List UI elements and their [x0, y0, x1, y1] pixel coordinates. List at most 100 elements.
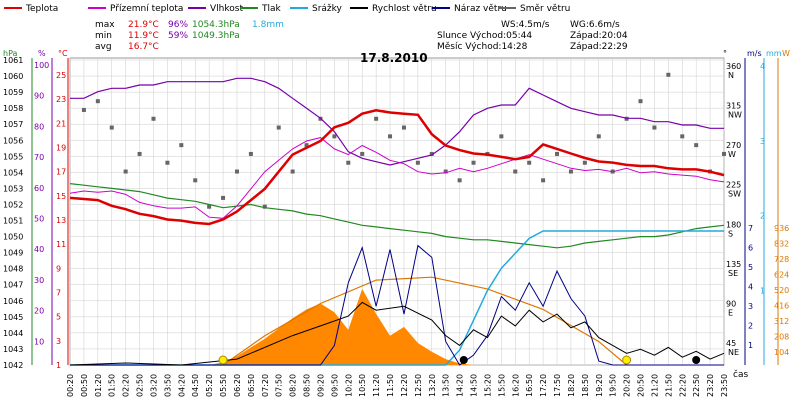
moonrise-marker: [459, 356, 468, 364]
wind-dir-point: [332, 134, 337, 139]
wind-dir-point: [401, 125, 406, 130]
wind-dir-point: [513, 169, 518, 174]
speed-tick-label: 4: [748, 283, 753, 292]
temp-tick-label: 25: [56, 71, 66, 80]
temp-tick-label: 9: [56, 264, 61, 273]
temp-tick-label: 3: [56, 337, 61, 346]
time-tick-label: 12:50: [414, 374, 423, 397]
wind-tick-label: 2: [760, 212, 765, 221]
time-tick-label: 00:20: [66, 374, 75, 397]
hum-tick-label: 40: [34, 245, 44, 254]
wind-dir-point: [123, 169, 128, 174]
press-tick-label: 1046: [3, 297, 23, 306]
rad-tick-label: 936: [774, 224, 789, 233]
hum-tick-label: 30: [34, 276, 44, 285]
wind-dir-point: [193, 178, 198, 183]
press-tick-label: 1056: [3, 136, 23, 145]
temp-tick-label: 1: [56, 361, 61, 370]
wind-unit: m/s: [747, 49, 762, 58]
solar-radiation-series: [70, 288, 724, 365]
hum-tick-label: 80: [34, 122, 44, 131]
time-tick-label: 12:20: [400, 374, 409, 397]
time-tick-label: 18:50: [581, 374, 590, 397]
legend-label: Vlhkost: [210, 4, 243, 14]
info-moon-set: Západ:22:29: [570, 42, 628, 52]
wind-tick-label: 1: [760, 286, 765, 295]
rad-tick-label: 416: [774, 302, 789, 311]
wind-dir-point: [652, 125, 657, 130]
press-tick-label: 1059: [3, 88, 23, 97]
wind-dir-point: [360, 151, 365, 156]
dir-name-label: S: [728, 229, 733, 238]
wind-dir-point: [666, 72, 671, 77]
grid: [69, 57, 725, 366]
time-tick-label: 13:50: [442, 374, 451, 397]
press-tick-label: 1045: [3, 313, 23, 322]
press-tick-label: 1061: [3, 56, 23, 65]
time-tick-label: 23:50: [720, 374, 729, 397]
stat-avg-label: avg: [95, 42, 112, 52]
dir-name-label: SW: [728, 190, 741, 199]
dir-tick-label: 225: [726, 181, 741, 190]
time-tick-label: 08:20: [289, 374, 298, 397]
wind-dir-point: [541, 178, 546, 183]
wind-dir-point: [388, 134, 393, 139]
press-unit: hPa: [3, 49, 18, 58]
rad-unit: W: [782, 49, 790, 58]
time-tick-label: 08:50: [303, 374, 312, 397]
stat-max-label: max: [95, 20, 115, 30]
time-tick-label: 16:50: [525, 374, 534, 397]
info-sun-rise: Slunce Východ:05:44: [437, 31, 532, 41]
wind-dir-point: [443, 169, 448, 174]
time-tick-label: 01:20: [94, 374, 103, 397]
time-tick-label: 19:50: [609, 374, 618, 397]
solar-area: [70, 288, 724, 365]
info-ws: WS:4.5m/s: [501, 20, 550, 30]
legend-label: Rychlost větru: [372, 4, 437, 14]
dir-tick-label: 270: [726, 141, 741, 150]
wind-dir-point: [555, 151, 560, 156]
wind-dir-point: [109, 125, 114, 130]
wind-dir-point: [221, 195, 226, 200]
press-tick-label: 1060: [3, 72, 23, 81]
series-lines: [69, 72, 726, 366]
time-tick-label: 03:20: [149, 374, 158, 397]
time-tick-label: 20:50: [637, 374, 646, 397]
plot-frame: [69, 57, 725, 366]
time-tick-label: 07:50: [275, 374, 284, 397]
dir-tick-label: 360: [726, 62, 741, 71]
x-axis-label: čas: [733, 369, 748, 380]
speed-tick-label: 1: [748, 341, 753, 350]
wind-dir-point: [151, 116, 156, 121]
time-tick-label: 09:50: [330, 374, 339, 397]
press-tick-label: 1057: [3, 120, 23, 129]
ground-temp-line: [69, 137, 725, 219]
hum-tick-label: 90: [34, 92, 44, 101]
hum-tick-label: 70: [34, 153, 44, 162]
wind-dir-point: [596, 134, 601, 139]
time-tick-label: 23:20: [706, 374, 715, 397]
rad-tick-label: 624: [774, 271, 789, 280]
time-tick-label: 10:50: [358, 374, 367, 397]
wind-dir-point: [81, 107, 86, 112]
stat-avg-temp: 16.7°C: [128, 42, 159, 52]
hum-tick-label: 100: [34, 61, 49, 70]
temp-tick-label: 5: [56, 313, 61, 322]
hum-tick-label: 50: [34, 215, 44, 224]
wind-dir-point: [499, 134, 504, 139]
dir-name-label: N: [728, 71, 734, 80]
wind-dir-point: [415, 160, 420, 165]
wind-dir-point: [346, 160, 351, 165]
legend: Teplota Přízemní teplota Vlhkost Tlak Srážky…: [4, 4, 570, 14]
sun-elevation-line: [222, 276, 627, 366]
speed-tick-label: 7: [748, 224, 753, 233]
stat-max-press: 1054.3hPa: [192, 20, 240, 30]
time-tick-label: 00:50: [80, 374, 89, 397]
wind-dir-point: [582, 160, 587, 165]
time-tick-label: 03:50: [163, 374, 172, 397]
wind-dir-point: [568, 169, 573, 174]
time-tick-label: 05:50: [219, 374, 228, 397]
stat-min-temp: 11.9°C: [128, 31, 159, 41]
wind-dir-point: [722, 151, 726, 156]
